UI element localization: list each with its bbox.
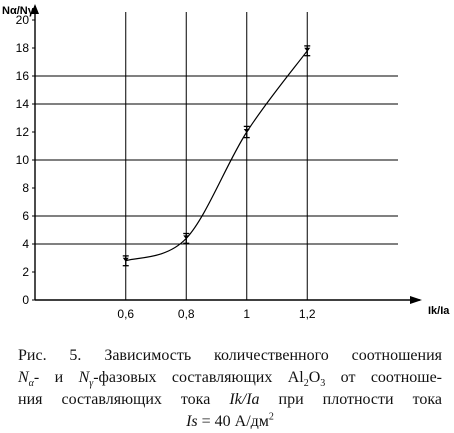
y-tick-label: 16	[16, 69, 30, 83]
series-line	[125, 50, 308, 262]
x-tick-label: 0,6	[117, 307, 134, 320]
caption-alpha-subscript: α	[28, 378, 34, 390]
y-tick-label: 12	[16, 125, 30, 139]
y-axis-label: Nα/Nγ	[2, 5, 35, 17]
caption-superscript: 2	[268, 411, 274, 423]
y-tick-label: 8	[22, 181, 29, 195]
x-tick-label: 1	[243, 307, 250, 320]
caption-n-alpha: N	[18, 369, 29, 386]
figure-caption: Рис. 5. Зависимость количественного соот…	[18, 345, 442, 433]
caption-sub-3: 3	[320, 378, 326, 390]
x-axis-label: Ik/Ia	[428, 305, 450, 317]
y-tick-label: 18	[16, 41, 30, 55]
caption-oxygen: O	[308, 369, 321, 386]
series	[122, 45, 311, 267]
grid	[35, 12, 398, 300]
x-tick-label: 0,8	[178, 307, 195, 320]
y-tick-label: 10	[16, 153, 30, 167]
caption-text-3-end: при плотности тока	[259, 391, 442, 408]
axes	[31, 4, 422, 304]
y-tick-label: 4	[22, 237, 29, 251]
caption-current-ratio: Ik/Ia	[229, 391, 260, 408]
tick-labels: 0 2 4 6 8 10 12 14 16 18 20 0,6 0,8 1 1,2	[16, 13, 316, 320]
caption-conj: - и	[33, 369, 64, 386]
caption-line-1: Рис. 5. Зависимость количественного соот…	[18, 345, 442, 367]
caption-figure-number: Рис. 5.	[18, 347, 82, 364]
y-tick-label: 20	[16, 13, 30, 27]
caption-is: Is	[186, 413, 198, 430]
caption-line-4: Is = 40 А/дм2	[18, 411, 442, 433]
caption-line-3: ния составляющих тока Ik/Ia при плотност…	[18, 389, 442, 411]
caption-text-1: Зависимость количественного соотношения	[104, 347, 443, 364]
x-tick-label: 1,2	[299, 307, 316, 320]
y-tick-label: 6	[22, 209, 29, 223]
caption-text-2: -фазовых составляющих Al	[93, 369, 304, 386]
y-tick-label: 2	[22, 265, 29, 279]
caption-density-value: = 40 А/дм	[197, 413, 269, 430]
data-point	[304, 47, 311, 52]
caption-text-3: ния составляющих тока	[18, 391, 230, 408]
y-axis-arrow	[31, 4, 39, 14]
data-point	[122, 257, 129, 262]
y-tick-label: 0	[22, 293, 29, 307]
y-tick-label: 14	[16, 97, 30, 111]
caption-gamma-subscript: γ	[89, 378, 94, 390]
data-point	[243, 129, 250, 133]
caption-sub-2: 2	[303, 378, 309, 390]
caption-text-2-end: от соотноше-	[325, 369, 443, 386]
caption-n-gamma: N	[78, 369, 90, 386]
x-axis-arrow	[410, 296, 422, 304]
data-point	[183, 235, 190, 240]
caption-line-2: Nα- и Nγ-фазовых составляющих Al2O3 от с…	[18, 367, 442, 389]
chart: 0 2 4 6 8 10 12 14 16 18 20 0,6 0,8 1 1,2 Nα/Nγ Ik/Ia	[2, 4, 450, 320]
